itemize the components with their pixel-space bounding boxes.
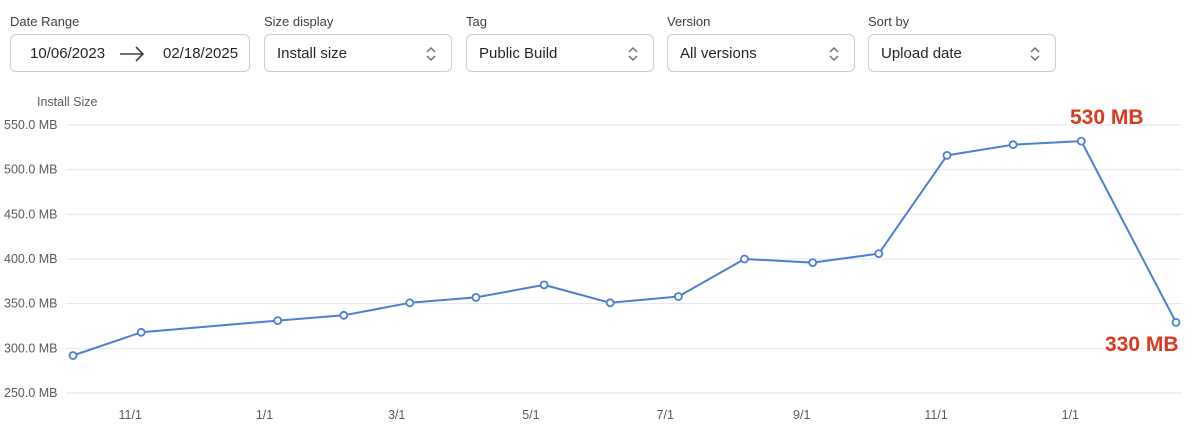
data-point[interactable] [808,258,818,268]
max-annotation: 530 MB [1070,106,1144,129]
sort-by-value: Upload date [881,45,962,62]
date-range-filter: Date Range 10/06/2023 02/18/2025 [10,14,250,72]
x-axis: 11/1 1/1 3/1 5/1 7/1 9/1 11/1 1/1 [119,408,1080,422]
data-point[interactable] [942,151,952,160]
data-point[interactable] [273,316,283,326]
version-select[interactable]: All versions [667,34,855,72]
data-point[interactable] [68,351,78,360]
version-value: All versions [680,45,757,62]
date-end-input[interactable]: 02/18/2025 [163,45,239,62]
arrow-right-icon [120,46,145,62]
size-display-filter: Size display Install size [264,14,452,72]
install-size-chart: 250.0 MB 300.0 MB 350.0 MB 400.0 MB 450.0 MB… [4,95,1182,422]
version-label: Version [667,14,711,29]
tag-label: Tag [466,14,487,29]
data-point[interactable] [136,327,146,337]
latest-annotation: 330 MB [1105,333,1179,356]
y-tick-label: 500.0 MB [4,163,58,177]
y-tick-label: 350.0 MB [4,297,58,311]
date-start-input[interactable]: 10/06/2023 [30,45,106,62]
data-point[interactable] [1076,136,1086,146]
x-tick-label: 11/1 [119,408,142,422]
data-point[interactable] [1171,317,1181,327]
size-display-select[interactable]: Install size [264,34,452,72]
size-display-value: Install size [277,45,348,62]
date-range-picker[interactable]: 10/06/2023 02/18/2025 [10,34,250,72]
data-point[interactable] [1008,140,1018,150]
data-point[interactable] [740,254,749,264]
y-tick-label: 450.0 MB [4,207,58,221]
y-axis-title: Install Size [37,95,97,109]
data-point[interactable] [471,292,481,302]
date-range-label: Date Range [10,14,80,29]
y-axis: 250.0 MB 300.0 MB 350.0 MB 400.0 MB 450.0 MB… [4,118,58,400]
tag-filter: Tag Public Build [466,14,654,72]
chevron-up-down-icon [426,46,436,62]
y-tick-label: 250.0 MB [4,386,58,400]
sort-by-label: Sort by [868,14,910,29]
tag-value: Public Build [479,45,558,62]
chevron-up-down-icon [1030,46,1040,62]
data-point[interactable] [874,249,884,259]
grid [66,124,1182,394]
size-display-label: Size display [264,14,334,29]
chevron-up-down-icon [829,46,839,62]
filter-bar: Date Range 10/06/2023 02/18/2025 Size di… [0,0,1200,80]
chevron-up-down-icon [628,46,638,62]
version-filter: Version All versions [667,14,855,72]
data-point[interactable] [405,298,415,308]
x-tick-label: 3/1 [388,408,405,422]
data-point[interactable] [339,310,349,320]
series-install-size [68,136,1181,360]
x-tick-label: 11/1 [924,408,947,422]
y-tick-label: 400.0 MB [4,252,58,266]
data-point[interactable] [605,298,615,308]
y-tick-label: 300.0 MB [4,341,58,355]
x-tick-label: 7/1 [657,408,674,422]
x-tick-label: 9/1 [793,408,810,422]
sort-by-filter: Sort by Upload date [868,14,1056,72]
series-line [72,140,1177,357]
x-tick-label: 1/1 [256,408,273,422]
tag-select[interactable]: Public Build [466,34,654,72]
data-point[interactable] [539,280,549,290]
x-tick-label: 1/1 [1062,408,1079,422]
y-tick-label: 550.0 MB [4,118,58,132]
data-point[interactable] [674,292,683,301]
sort-by-select[interactable]: Upload date [868,34,1056,72]
x-tick-label: 5/1 [522,408,539,422]
